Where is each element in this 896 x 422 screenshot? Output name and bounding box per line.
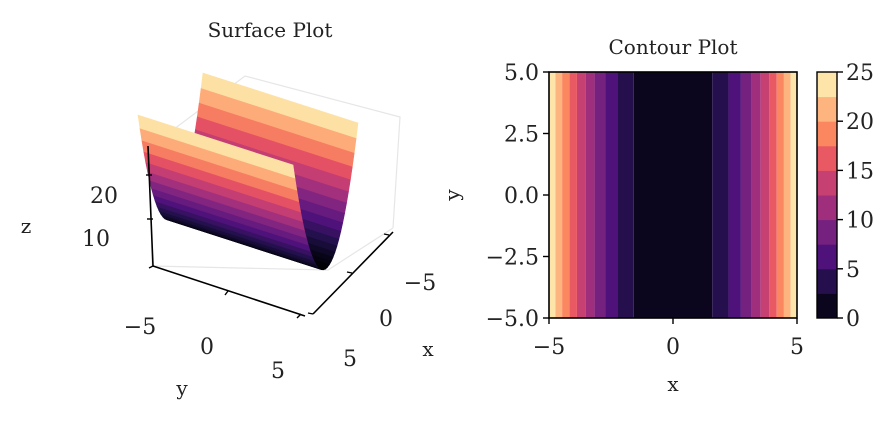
x-tick-label: 0	[379, 307, 393, 332]
contour-band	[760, 72, 770, 318]
pane-back-edges	[149, 75, 401, 229]
colorbar-segment	[817, 268, 837, 294]
colorbar-tick-label: 10	[846, 209, 874, 234]
pane-floor-edge	[151, 227, 394, 271]
contour-x-tick-label: −5	[533, 335, 565, 360]
colorbar-frame	[816, 71, 838, 319]
surface-panel: Surface Plot 20 10 z −5 0 5	[21, 18, 436, 400]
contour-band	[555, 72, 563, 318]
x-tick-label: −5	[404, 271, 436, 296]
contour-bands	[549, 72, 797, 318]
contour-band	[569, 72, 577, 318]
colorbar-segment	[817, 96, 837, 122]
contour-panel: Contour Plot −5 0 5 −5.0 −2.5 0.0 2.5 5.0 x y 0…	[440, 35, 874, 396]
contour-band	[617, 72, 634, 318]
colorbar: 0 5 10 15 20 25	[817, 61, 874, 332]
colorbar-segment	[817, 145, 837, 171]
surface-ticks	[146, 174, 390, 319]
contour-band	[751, 72, 761, 318]
colorbar-tick-label: 5	[846, 258, 860, 283]
contour-band	[594, 72, 606, 318]
x-axis-label: x	[422, 337, 434, 361]
colorbar-tick-label: 25	[846, 61, 874, 86]
contour-band	[562, 72, 570, 318]
colorbar-segment	[817, 121, 837, 147]
contour-x-tick-label: 5	[790, 335, 804, 360]
contour-band	[549, 72, 556, 318]
surface-mesh	[137, 72, 359, 271]
colorbar-segment	[817, 293, 837, 319]
contour-band	[585, 72, 595, 318]
contour-band	[633, 72, 713, 318]
colorbar-tick-label: 15	[846, 159, 874, 184]
colorbar-segment	[817, 244, 837, 270]
contour-title: Contour Plot	[608, 35, 737, 59]
colorbar-segment	[817, 170, 837, 196]
contour-ticks: −5 0 5 −5.0 −2.5 0.0 2.5 5.0	[486, 61, 804, 360]
contour-band	[712, 72, 729, 318]
contour-band	[790, 72, 797, 318]
z-tick-label: 20	[90, 184, 118, 209]
contour-band	[576, 72, 586, 318]
contour-y-axis-label: y	[440, 189, 464, 202]
y-axis-label: y	[175, 376, 188, 400]
surface-strip	[137, 114, 296, 179]
surface-title: Surface Plot	[208, 18, 333, 42]
contour-band	[769, 72, 777, 318]
contour-band	[783, 72, 791, 318]
contour-y-tick-label: 2.5	[504, 123, 539, 148]
z-tick-label: 10	[82, 227, 110, 252]
contour-x-axis-label: x	[667, 372, 679, 396]
x-tick-label: 5	[343, 347, 357, 372]
colorbar-tick-label: 0	[846, 307, 860, 332]
y-tick-label: −5	[124, 315, 156, 340]
colorbar-segment	[817, 219, 837, 245]
y-axis-line	[152, 265, 306, 317]
contour-y-tick-label: −2.5	[486, 246, 539, 271]
colorbar-segment	[817, 195, 837, 221]
contour-band	[728, 72, 741, 318]
contour-y-tick-label: 0.0	[504, 184, 539, 209]
y-tick-label: 5	[271, 359, 285, 384]
y-tick-label: 0	[200, 335, 214, 360]
z-axis-line	[147, 145, 154, 267]
z-axis-label: z	[21, 214, 32, 238]
x-axis-line	[312, 231, 394, 315]
colorbar-tick-label: 20	[846, 110, 874, 135]
colorbar-segment	[817, 72, 837, 98]
contour-y-tick-label: 5.0	[504, 61, 539, 86]
contour-band	[776, 72, 784, 318]
surface-axes	[147, 145, 394, 317]
contour-y-tick-label: −5.0	[486, 307, 539, 332]
contour-band	[740, 72, 752, 318]
contour-band	[605, 72, 618, 318]
contour-x-tick-label: 0	[666, 335, 680, 360]
